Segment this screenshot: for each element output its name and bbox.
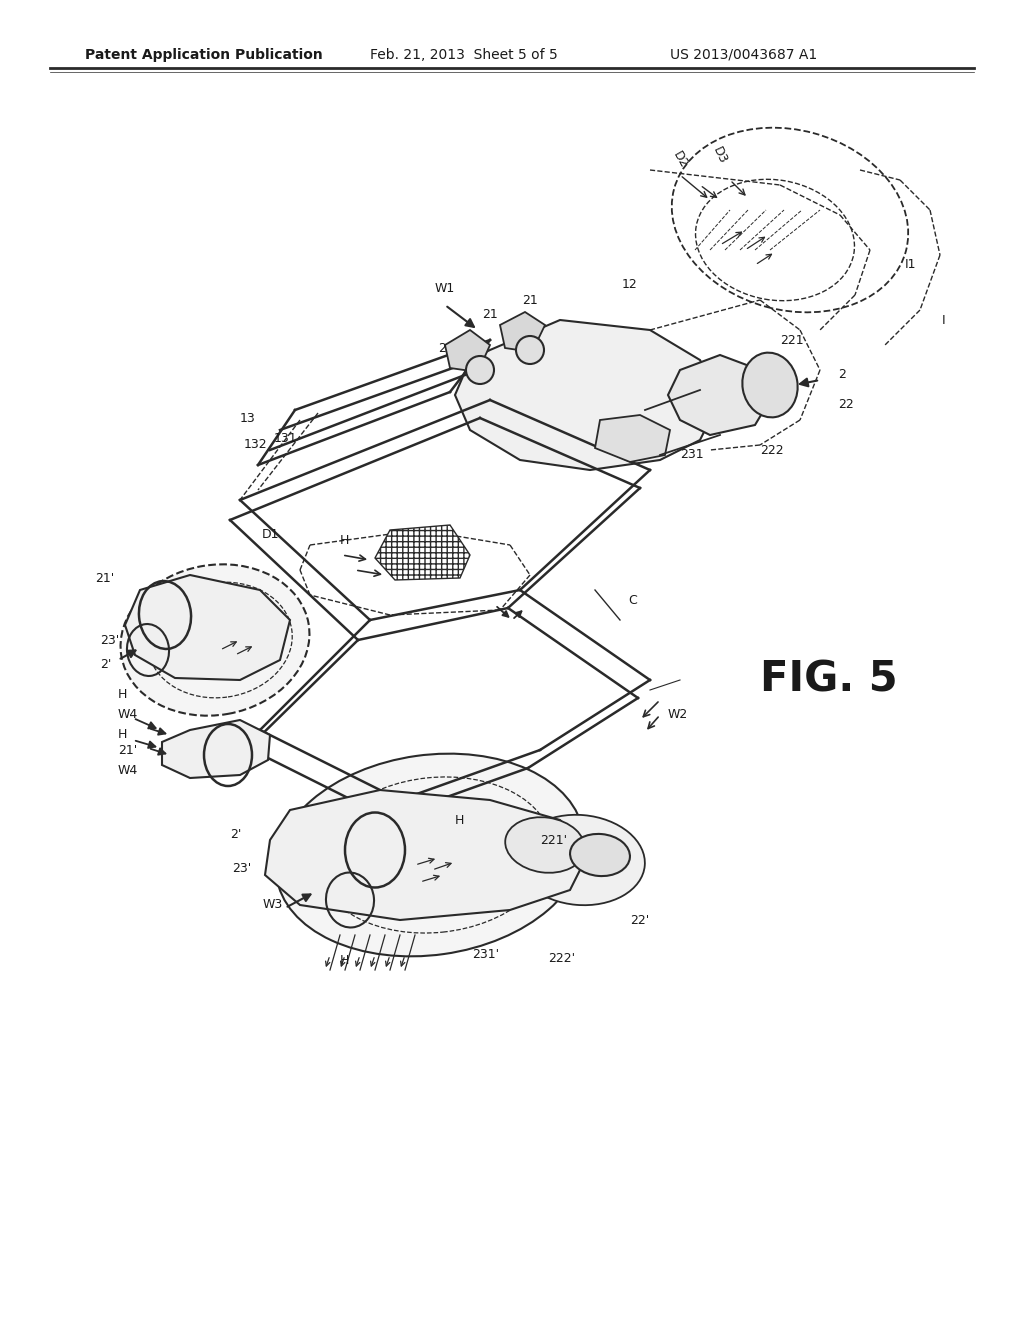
Ellipse shape [121, 565, 309, 715]
Text: W1: W1 [435, 281, 455, 294]
Text: 21: 21 [482, 309, 498, 322]
Polygon shape [162, 719, 270, 777]
Polygon shape [125, 576, 290, 680]
Polygon shape [375, 525, 470, 579]
Ellipse shape [570, 834, 630, 876]
Text: W2: W2 [668, 709, 688, 722]
Text: W4: W4 [118, 709, 138, 722]
Text: 222': 222' [548, 952, 575, 965]
Polygon shape [668, 355, 770, 436]
Ellipse shape [275, 754, 584, 957]
Text: H: H [118, 689, 127, 701]
Text: W4: W4 [118, 763, 138, 776]
Text: 21': 21' [95, 572, 115, 585]
Text: I1: I1 [905, 259, 916, 272]
Text: D3: D3 [711, 144, 729, 166]
Text: 12: 12 [623, 279, 638, 292]
Polygon shape [265, 789, 590, 920]
Text: I: I [942, 314, 945, 326]
Text: 2': 2' [100, 659, 112, 672]
Text: 22': 22' [630, 913, 649, 927]
Text: 221: 221 [780, 334, 804, 346]
Text: 2: 2 [438, 342, 445, 355]
Text: H: H [340, 533, 349, 546]
Text: 13: 13 [240, 412, 256, 425]
Polygon shape [445, 330, 490, 372]
Text: W3: W3 [263, 899, 284, 912]
Text: D2: D2 [670, 149, 690, 170]
Text: 2: 2 [838, 368, 846, 381]
Text: 22: 22 [838, 399, 854, 412]
Text: H: H [118, 729, 127, 742]
Ellipse shape [515, 814, 645, 906]
Text: H: H [340, 953, 349, 966]
Polygon shape [595, 414, 670, 462]
Text: 21': 21' [118, 743, 137, 756]
Text: Patent Application Publication: Patent Application Publication [85, 48, 323, 62]
Ellipse shape [505, 817, 585, 873]
Text: 231: 231 [680, 449, 703, 462]
Text: Feb. 21, 2013  Sheet 5 of 5: Feb. 21, 2013 Sheet 5 of 5 [370, 48, 558, 62]
Text: 23': 23' [100, 634, 119, 647]
Text: 132: 132 [243, 438, 267, 451]
Polygon shape [455, 319, 720, 470]
Text: 2': 2' [230, 829, 242, 842]
Text: 23': 23' [232, 862, 251, 874]
Circle shape [516, 337, 544, 364]
Text: FIG. 5: FIG. 5 [760, 659, 898, 701]
Text: 21: 21 [522, 293, 538, 306]
Text: 221': 221' [540, 833, 567, 846]
Circle shape [466, 356, 494, 384]
Text: H: H [455, 813, 464, 826]
Ellipse shape [742, 352, 798, 417]
Polygon shape [500, 312, 545, 352]
Text: C: C [628, 594, 637, 606]
Text: 222: 222 [760, 444, 783, 457]
Text: 231': 231' [472, 949, 499, 961]
Text: US 2013/0043687 A1: US 2013/0043687 A1 [670, 48, 817, 62]
Text: D1: D1 [262, 528, 280, 541]
Text: 131: 131 [273, 432, 297, 445]
